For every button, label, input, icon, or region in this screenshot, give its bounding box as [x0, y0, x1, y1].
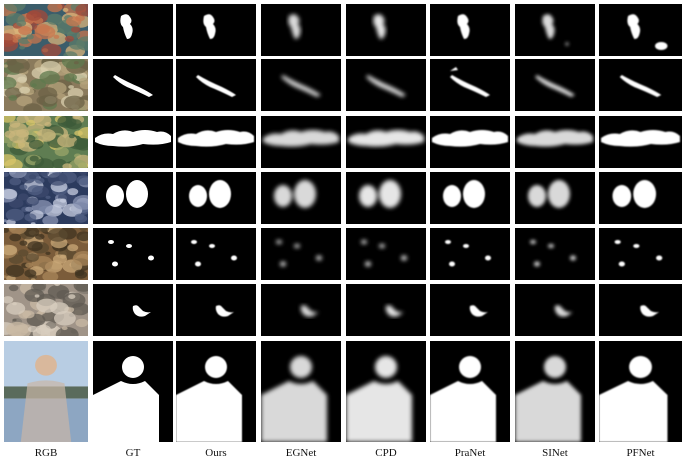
mask-egnet-rock-pebbles [261, 172, 341, 224]
mask-egnet-seahorse-grass [261, 116, 341, 168]
mask-sinet-seahorse-grass [515, 116, 595, 168]
mask-pfnet-rock-pebbles [599, 172, 682, 224]
mask-ours-seahorse-grass [176, 116, 256, 168]
mask-pfnet-person-lake [599, 341, 682, 442]
mask-egnet-shore-bird [261, 284, 341, 336]
mask-gt-pipefish [93, 59, 173, 111]
mask-egnet-person-lake [261, 341, 341, 442]
mask-gt-person-lake [93, 341, 173, 442]
mask-pfnet-shore-bird [599, 284, 682, 336]
mask-sinet-rock-pebbles [515, 172, 595, 224]
mask-pranet-seahorse-grass [430, 116, 510, 168]
mask-pfnet-ground-birds [599, 228, 682, 280]
column-label-gt: GT [125, 447, 141, 459]
rgb-image-person-lake [4, 341, 88, 442]
mask-gt-ground-birds [93, 228, 173, 280]
column-label-pfnet: PFNet [626, 447, 655, 459]
mask-cpd-ground-birds [346, 228, 426, 280]
mask-sinet-pipefish [515, 59, 595, 111]
mask-sinet-ground-birds [515, 228, 595, 280]
mask-pranet-ground-birds [430, 228, 510, 280]
mask-ours-pipefish [176, 59, 256, 111]
mask-cpd-person-lake [346, 341, 426, 442]
mask-pranet-person-lake [430, 341, 510, 442]
mask-cpd-shore-bird [346, 284, 426, 336]
mask-ours-ground-birds [176, 228, 256, 280]
column-label-egnet: EGNet [285, 447, 317, 459]
mask-egnet-pipefish [261, 59, 341, 111]
mask-pfnet-pipefish [599, 59, 682, 111]
rgb-image-seahorse-grass [4, 116, 88, 168]
mask-cpd-pipefish [346, 59, 426, 111]
mask-ours-rock-pebbles [176, 172, 256, 224]
mask-gt-seahorse-grass [93, 116, 173, 168]
rgb-image-reef [4, 4, 88, 56]
column-label-rgb: RGB [34, 447, 58, 459]
rgb-image-rock-pebbles [4, 172, 88, 224]
mask-pfnet-reef [599, 4, 682, 56]
mask-ours-person-lake [176, 341, 256, 442]
mask-sinet-shore-bird [515, 284, 595, 336]
mask-gt-rock-pebbles [93, 172, 173, 224]
mask-cpd-seahorse-grass [346, 116, 426, 168]
column-label-ours: Ours [205, 447, 227, 459]
column-label-pranet: PraNet [454, 447, 486, 459]
rgb-image-ground-birds [4, 228, 88, 280]
column-label-cpd: CPD [375, 447, 397, 459]
mask-egnet-ground-birds [261, 228, 341, 280]
mask-gt-reef [93, 4, 173, 56]
rgb-image-shore-bird [4, 284, 88, 336]
mask-sinet-reef [515, 4, 595, 56]
mask-cpd-rock-pebbles [346, 172, 426, 224]
column-label-sinet: SINet [542, 447, 568, 459]
rgb-image-pipefish [4, 59, 88, 111]
mask-egnet-reef [261, 4, 341, 56]
mask-pranet-shore-bird [430, 284, 510, 336]
mask-pfnet-seahorse-grass [599, 116, 682, 168]
mask-ours-shore-bird [176, 284, 256, 336]
mask-pranet-pipefish [430, 59, 510, 111]
mask-gt-shore-bird [93, 284, 173, 336]
mask-ours-reef [176, 4, 256, 56]
mask-sinet-person-lake [515, 341, 595, 442]
mask-pranet-reef [430, 4, 510, 56]
mask-cpd-reef [346, 4, 426, 56]
mask-pranet-rock-pebbles [430, 172, 510, 224]
